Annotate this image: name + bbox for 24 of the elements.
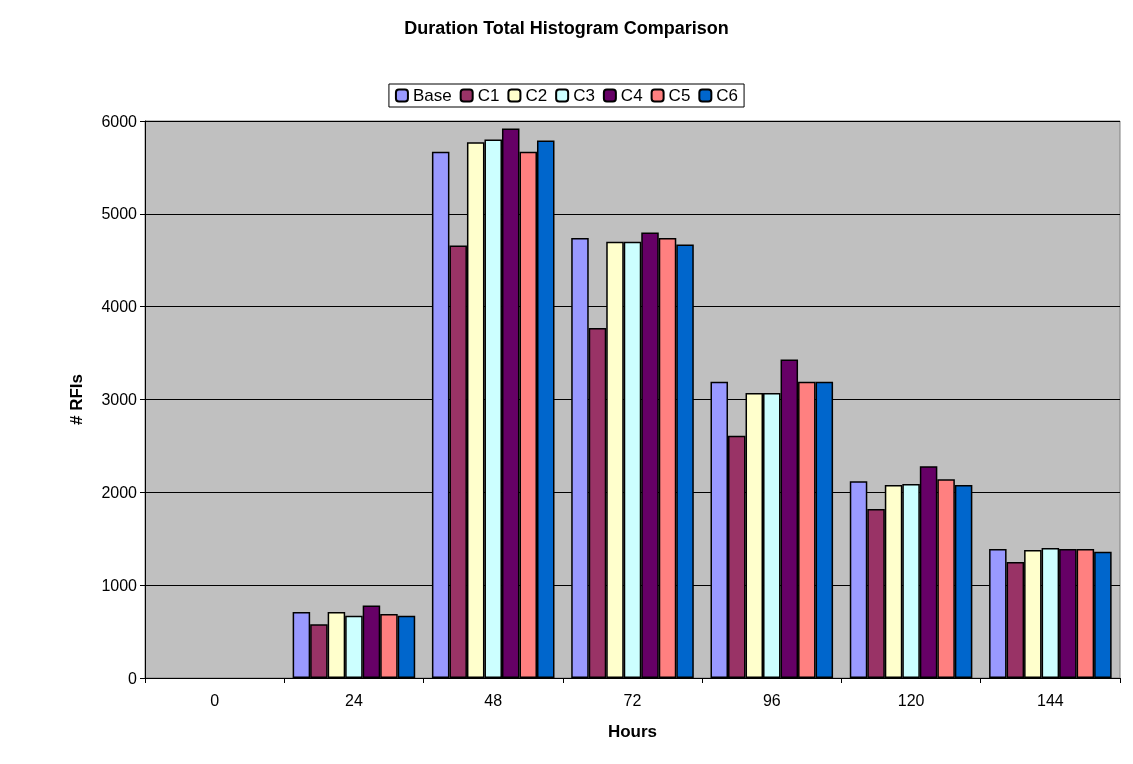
x-tick-label: 24 — [345, 691, 363, 709]
x-tick-label: 96 — [762, 691, 781, 709]
x-tick-label: 120 — [897, 691, 925, 709]
legend-label: C4 — [620, 86, 643, 105]
y-tick-label: 2000 — [101, 483, 138, 501]
legend-label: C6 — [716, 86, 739, 105]
legend-label: C5 — [668, 86, 691, 105]
x-axis-title: Hours — [607, 722, 658, 741]
y-tick-label: 6000 — [101, 112, 138, 130]
x-tick-label: 72 — [623, 691, 642, 709]
legend-label: C1 — [477, 86, 500, 105]
x-tick-label: 48 — [484, 691, 503, 709]
y-tick-label: 5000 — [101, 205, 138, 223]
chart-title: Duration Total Histogram Comparison — [404, 18, 729, 38]
x-tick-label: 144 — [1037, 691, 1064, 709]
x-tick-label: 0 — [210, 691, 220, 709]
legend-label: C3 — [573, 86, 595, 105]
y-axis-title: # RFIs — [67, 373, 86, 426]
legend-label: C2 — [525, 86, 548, 105]
y-tick-label: 4000 — [101, 298, 138, 316]
y-tick-label: 0 — [128, 669, 138, 687]
y-tick-label: 1000 — [101, 576, 138, 594]
legend-label: Base — [412, 86, 452, 105]
y-tick-label: 3000 — [101, 391, 138, 408]
